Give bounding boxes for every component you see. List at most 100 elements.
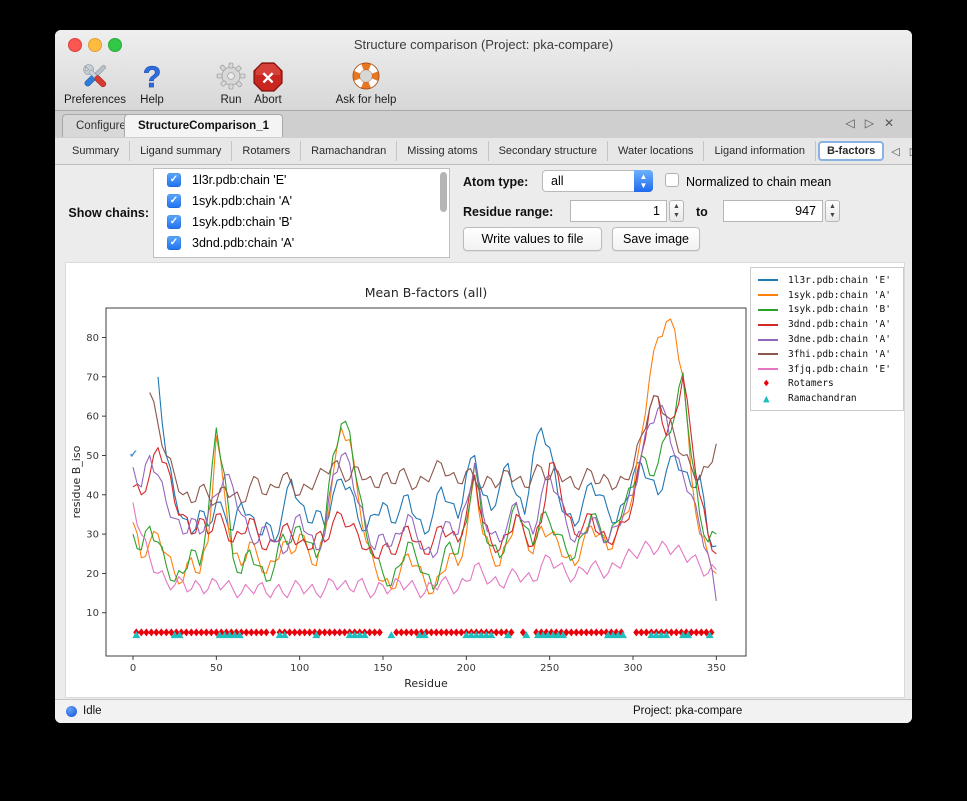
residue-from-input[interactable]: 1 bbox=[570, 200, 667, 222]
axes-frame bbox=[105, 307, 747, 657]
chain-row[interactable]: ✓ 3dnd.pdb:chain 'A' bbox=[154, 232, 449, 253]
ask-for-help-button[interactable]: Ask for help bbox=[331, 60, 401, 106]
toolbar-label: Run bbox=[220, 94, 242, 106]
series-line bbox=[149, 392, 717, 506]
tools-icon bbox=[57, 60, 133, 94]
chain-checkbox[interactable]: ✓ bbox=[167, 193, 181, 208]
tab-back-icon[interactable]: ◁ bbox=[845, 116, 865, 130]
legend-entry: 1syk.pdb:chain 'A' bbox=[758, 288, 903, 303]
chain-checkbox[interactable]: ✓ bbox=[167, 214, 181, 229]
chain-row[interactable]: ✓ 1l3r.pdb:chain 'E' bbox=[154, 169, 449, 190]
legend-entry: 3dne.pdb:chain 'A' bbox=[758, 332, 903, 347]
to-label: to bbox=[696, 205, 708, 219]
svg-text:200: 200 bbox=[457, 663, 476, 674]
dropdown-arrows-icon: ▲ ▼ bbox=[634, 170, 653, 192]
tab-bar-controls: ◁▷✕ bbox=[845, 116, 904, 130]
window-header: Structure comparison (Project: pka-compa… bbox=[55, 30, 912, 111]
stray-check-icon: ✓ bbox=[129, 448, 138, 460]
subtab-list: Summary Ligand summary Rotamers Ramachandra… bbox=[62, 141, 886, 161]
normalized-checkbox[interactable] bbox=[665, 173, 679, 187]
series-line bbox=[132, 372, 717, 590]
gear-icon bbox=[211, 60, 251, 94]
subtab-secondary-structure[interactable]: Secondary structure bbox=[489, 141, 609, 161]
chain-row[interactable]: ✓ 1syk.pdb:chain 'A' bbox=[154, 190, 449, 211]
svg-text:70: 70 bbox=[86, 372, 99, 383]
chart-legend: 1l3r.pdb:chain 'E' 1syk.pdb:chain 'A' 1syk… bbox=[750, 267, 904, 412]
chain-row[interactable]: ✓ 1syk.pdb:chain 'B' bbox=[154, 211, 449, 232]
run-button[interactable]: Run bbox=[211, 60, 251, 106]
residue-from-stepper[interactable]: ▲ ▼ bbox=[669, 200, 684, 222]
subtab-back-icon[interactable]: ◁ bbox=[891, 145, 900, 158]
legend-entry: 3fhi.pdb:chain 'A' bbox=[758, 347, 903, 362]
svg-text:350: 350 bbox=[707, 663, 726, 674]
show-chains-list[interactable]: ✓ 1l3r.pdb:chain 'E' ✓ 1syk.pdb:chain 'A' ✓ 1… bbox=[153, 168, 450, 258]
svg-text:80: 80 bbox=[86, 333, 99, 344]
ramachandran-markers bbox=[132, 631, 714, 639]
svg-text:10: 10 bbox=[86, 608, 99, 619]
status-bar: Idle Project: pka-compare bbox=[55, 699, 912, 723]
legend-entry: 3fjq.pdb:chain 'E' bbox=[758, 362, 903, 377]
svg-text:60: 60 bbox=[86, 412, 99, 423]
series-line bbox=[132, 404, 717, 601]
chain-label: 3dnd.pdb:chain 'A' bbox=[192, 235, 295, 250]
svg-text:50: 50 bbox=[210, 663, 223, 674]
subtab-rotamers[interactable]: Rotamers bbox=[232, 141, 302, 161]
tab-forward-icon[interactable]: ▷ bbox=[864, 116, 884, 130]
chain-label: 1syk.pdb:chain 'B' bbox=[192, 214, 292, 229]
bfactor-chart: Mean B-factors (all) Residue residue B_iso… bbox=[70, 285, 747, 690]
minimize-window-button[interactable] bbox=[88, 38, 102, 52]
zoom-window-button[interactable] bbox=[108, 38, 122, 52]
status-indicator-icon bbox=[66, 706, 77, 717]
subtab-ramachandran[interactable]: Ramachandran bbox=[301, 141, 398, 161]
atom-type-label: Atom type: bbox=[463, 175, 529, 189]
abort-button[interactable]: ✕ Abort bbox=[246, 60, 290, 106]
window-title: Structure comparison (Project: pka-compa… bbox=[353, 37, 614, 52]
tab-structurecomparison-1[interactable]: StructureComparison_1 bbox=[124, 114, 284, 137]
toolbar-label: Preferences bbox=[63, 94, 126, 106]
chain-checkbox[interactable]: ✓ bbox=[167, 235, 181, 250]
chain-label: 1syk.pdb:chain 'A' bbox=[192, 193, 292, 208]
list-scrollbar[interactable] bbox=[440, 172, 447, 212]
tab-close-icon[interactable]: ✕ bbox=[883, 116, 904, 130]
svg-text:50: 50 bbox=[86, 451, 99, 462]
svg-text:0: 0 bbox=[130, 663, 136, 674]
subtab-missing-atoms[interactable]: Missing atoms bbox=[397, 141, 489, 161]
series-line bbox=[132, 502, 717, 599]
help-button[interactable]: ? Help bbox=[132, 60, 172, 106]
x-axis-label: Residue bbox=[404, 677, 448, 690]
svg-text:30: 30 bbox=[86, 530, 99, 541]
subtab-summary[interactable]: Summary bbox=[62, 141, 131, 161]
chain-checkbox[interactable]: ✓ bbox=[167, 172, 181, 187]
svg-text:150: 150 bbox=[373, 663, 392, 674]
subtab-ligand-information[interactable]: Ligand information bbox=[704, 141, 816, 161]
preferences-button[interactable]: Preferences bbox=[57, 60, 133, 106]
write-values-button[interactable]: Write values to file bbox=[463, 227, 602, 251]
toolbar-label: Help bbox=[140, 94, 164, 106]
status-text: Idle bbox=[83, 705, 102, 717]
show-chains-label: Show chains: bbox=[68, 206, 149, 220]
normalized-label: Normalized to chain mean bbox=[686, 175, 832, 189]
series-line bbox=[132, 318, 717, 595]
legend-entry: ♦ Rotamers bbox=[763, 376, 834, 390]
series-line bbox=[132, 376, 717, 560]
svg-text:300: 300 bbox=[623, 663, 642, 674]
subtab-b-factors[interactable]: B-factors bbox=[817, 141, 885, 161]
svg-text:100: 100 bbox=[290, 663, 309, 674]
stop-x-icon: ✕ bbox=[246, 60, 290, 94]
save-image-button[interactable]: Save image bbox=[612, 227, 700, 251]
subtab-ligand-summary[interactable]: Ligand summary bbox=[130, 141, 233, 161]
residue-to-stepper[interactable]: ▲ ▼ bbox=[825, 200, 840, 222]
atom-type-select[interactable]: all ▲ ▼ bbox=[542, 170, 653, 192]
bfactor-controls: Show chains: ✓ 1l3r.pdb:chain 'E' ✓ 1syk.pd… bbox=[55, 165, 912, 262]
svg-text:?: ? bbox=[143, 61, 161, 93]
toolbar-label: Abort bbox=[254, 94, 282, 106]
legend-entry: 3dnd.pdb:chain 'A' bbox=[758, 317, 903, 332]
subtab-water-locations[interactable]: Water locations bbox=[608, 141, 705, 161]
close-window-button[interactable] bbox=[68, 38, 82, 52]
toolbar-label: Ask for help bbox=[335, 94, 397, 106]
series-line bbox=[157, 376, 717, 548]
subtab-forward-icon[interactable]: ▷ bbox=[905, 145, 912, 158]
residue-to-input[interactable]: 947 bbox=[723, 200, 823, 222]
svg-text:20: 20 bbox=[86, 569, 99, 580]
